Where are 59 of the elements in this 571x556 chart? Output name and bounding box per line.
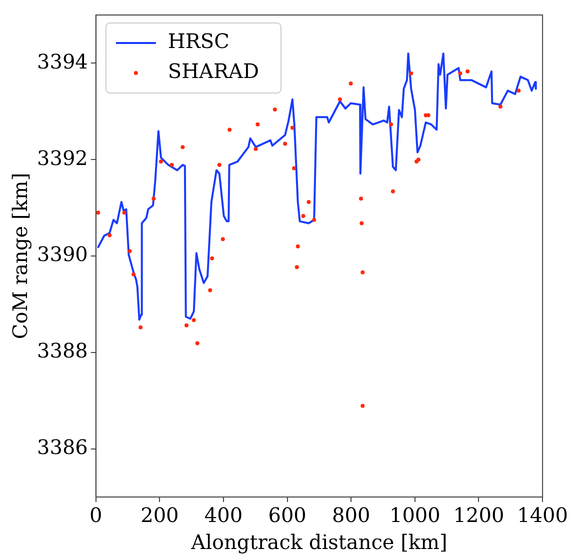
y-tick-label: 3388 — [36, 338, 88, 363]
point — [294, 265, 299, 270]
x-tick-label: 600 — [268, 503, 306, 528]
point — [296, 244, 300, 248]
point — [228, 128, 232, 132]
point — [152, 196, 156, 201]
point — [360, 221, 364, 226]
y-tick-label: 3394 — [36, 49, 88, 74]
point — [96, 210, 100, 215]
point — [283, 142, 288, 146]
y-tick-label: 3390 — [36, 242, 88, 266]
point — [466, 69, 470, 74]
point — [348, 81, 353, 86]
point — [272, 107, 277, 112]
point — [301, 214, 306, 218]
point — [516, 88, 521, 93]
point — [132, 272, 136, 276]
point — [217, 162, 222, 167]
point — [306, 200, 311, 204]
x-tick-label: 1200 — [453, 503, 504, 528]
point — [390, 189, 395, 194]
point — [184, 323, 189, 328]
point — [158, 160, 163, 164]
y-axis-title: CoM range [km] — [8, 172, 32, 340]
point — [498, 104, 502, 109]
point — [254, 146, 258, 151]
point — [409, 71, 414, 76]
point — [170, 162, 174, 167]
y-tick-label: 3386 — [36, 435, 88, 460]
point — [195, 341, 200, 346]
legend-label: HRSC — [168, 29, 230, 54]
point — [210, 256, 214, 260]
point — [458, 71, 462, 76]
point — [360, 404, 365, 408]
point — [122, 210, 126, 215]
x-tick-label: 0 — [90, 503, 102, 528]
x-tick-label: 800 — [332, 503, 370, 528]
point — [338, 97, 342, 102]
point — [290, 126, 294, 130]
x-tick-label: 400 — [204, 503, 243, 528]
x-tick-label: 1000 — [389, 503, 440, 528]
point — [292, 166, 296, 170]
x-tick-label: 200 — [140, 503, 179, 528]
point — [389, 122, 394, 126]
point — [128, 249, 132, 254]
point — [360, 270, 365, 274]
y-tick-label: 3392 — [36, 146, 88, 170]
point — [220, 237, 225, 242]
point — [180, 145, 185, 150]
point — [192, 318, 196, 322]
point — [208, 288, 212, 292]
x-tick-label: 1400 — [517, 503, 568, 528]
legend-label: SHARAD — [168, 59, 260, 84]
point — [359, 196, 364, 201]
point — [108, 233, 112, 238]
point — [256, 122, 260, 126]
x-axis-title: Alongtrack distance [km] — [190, 530, 448, 554]
point — [312, 218, 316, 222]
point — [138, 325, 143, 330]
